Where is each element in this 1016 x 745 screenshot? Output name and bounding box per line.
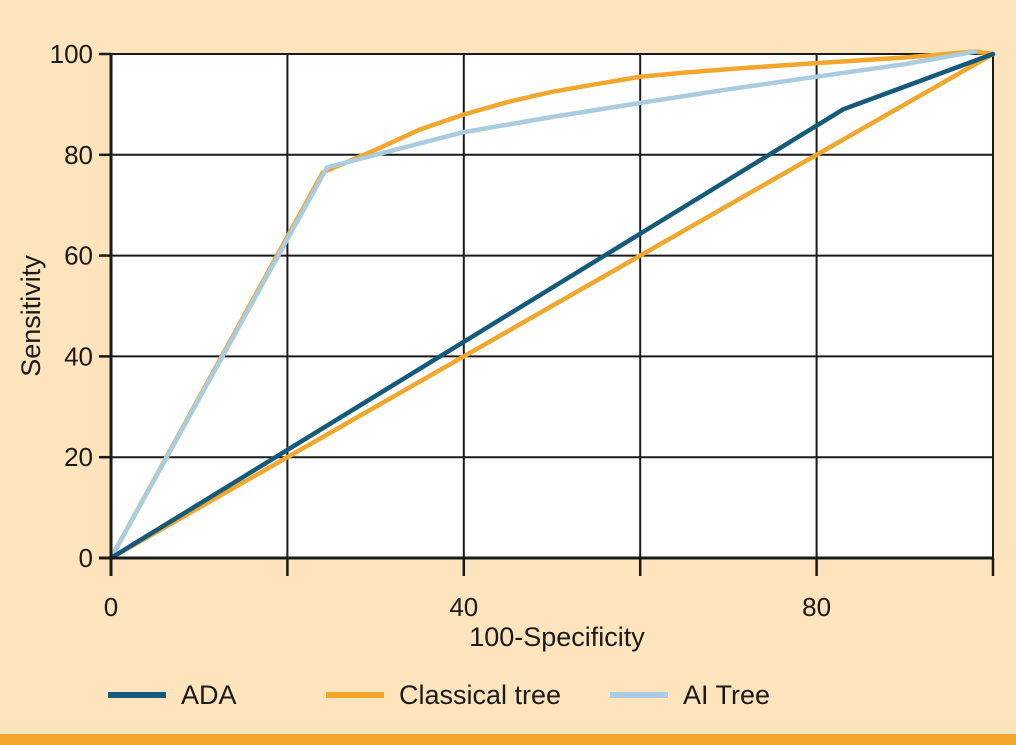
legend-label-classical-tree: Classical tree: [399, 680, 561, 710]
y-tick-label: 20: [64, 442, 93, 472]
legend: ADA Classical tree AI Tree: [108, 680, 770, 710]
series-layer: [108, 49, 996, 561]
y-tick-label: 40: [64, 341, 93, 371]
axes: [99, 52, 995, 576]
legend-label-ai-tree: AI Tree: [683, 680, 770, 710]
series-line-ai-tree: [108, 49, 978, 561]
y-tick-label: 60: [64, 241, 93, 271]
bottom-accent-bar: [0, 734, 1016, 745]
x-tick-label: 0: [104, 592, 118, 622]
series-line-ada: [108, 51, 996, 561]
x-tick-label: 40: [449, 592, 478, 622]
series-line-classical-tree: [108, 49, 996, 561]
y-axis-title: Sensitivity: [16, 255, 46, 377]
y-tick-label: 0: [79, 543, 93, 573]
y-tick-label: 80: [64, 140, 93, 170]
y-tick-labels: 0 20 40 60 80 100: [50, 39, 93, 573]
series-line-classical-tree-diagonal: [108, 51, 996, 561]
y-tick-label: 100: [50, 39, 93, 69]
x-tick-label: 80: [802, 592, 831, 622]
legend-label-ada: ADA: [181, 680, 237, 710]
x-tick-labels: 0 40 80: [104, 592, 831, 622]
x-axis-title: 100-Specificity: [469, 622, 645, 652]
